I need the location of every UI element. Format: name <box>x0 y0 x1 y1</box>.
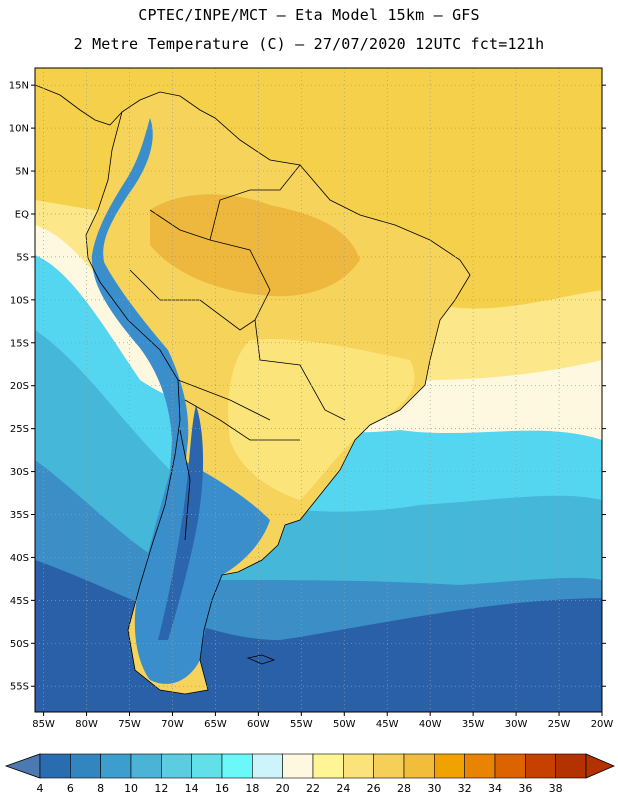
lon-label: 25W <box>548 719 571 730</box>
coastline-borders <box>35 84 471 695</box>
lat-label: 40S <box>10 553 29 564</box>
lat-label: 5N <box>15 167 29 178</box>
map-title-variable: 2 Metre Temperature (C) – 27/07/2020 12U… <box>73 35 545 53</box>
lon-label: 85W <box>32 719 55 730</box>
colorbar-swatch <box>130 753 162 779</box>
colorbar-swatch <box>494 753 526 779</box>
colorbar-label: 26 <box>367 782 381 795</box>
lon-label: 40W <box>419 719 442 730</box>
lat-label: EQ <box>15 209 29 220</box>
lat-label: 10N <box>9 124 29 135</box>
colorbar-label: 18 <box>245 782 259 795</box>
lat-label: 50S <box>10 639 29 650</box>
colorbar-label: 14 <box>185 782 199 795</box>
border-andean <box>129 209 271 421</box>
colorbar-label: 22 <box>306 782 320 795</box>
lat-label: 10S <box>10 295 29 306</box>
colorbar-label: 34 <box>488 782 502 795</box>
lon-label: 35W <box>462 719 485 730</box>
colorbar-swatch <box>100 753 132 779</box>
map-title-source: CPTEC/INPE/MCT – Eta Model 15km – GFS <box>138 6 480 24</box>
colorbar-label: 28 <box>397 782 411 795</box>
colorbar-label: 20 <box>276 782 290 795</box>
colorbar-swatch <box>555 753 587 779</box>
colorbar-label: 6 <box>67 782 74 795</box>
colorbar-swatch <box>464 753 496 779</box>
colorbar-under-arrow <box>4 753 41 779</box>
border-brazil <box>209 164 346 421</box>
map-axes: 15N 10N 5N EQ 5S 10S 15S 20S 25S 30S 35S 40S 45S 50S 5… <box>9 81 614 730</box>
colorbar-swatch <box>343 753 374 779</box>
colorbar-label: 24 <box>336 782 350 795</box>
colorbar-swatch <box>252 753 283 779</box>
lat-label: 55S <box>10 682 29 693</box>
lon-label: 55W <box>290 719 313 730</box>
lon-label: 65W <box>204 719 227 730</box>
colorbar-swatch <box>312 753 344 779</box>
colorbar-swatch <box>282 753 314 779</box>
colorbar-swatch <box>39 753 71 779</box>
colorbar-swatch <box>525 753 556 779</box>
island-falklands <box>246 654 276 665</box>
field-land-amazon <box>150 194 360 297</box>
lon-label: 70W <box>161 719 184 730</box>
lat-lon-grid <box>35 68 602 712</box>
colorbar-swatch <box>191 753 223 779</box>
lat-label: 25S <box>10 424 29 435</box>
colorbar-label: 10 <box>124 782 138 795</box>
colorbar-label: 4 <box>37 782 44 795</box>
colorbar-swatch <box>161 753 192 779</box>
lon-label: 50W <box>333 719 356 730</box>
colorbar-label: 30 <box>427 782 441 795</box>
colorbar-label: 16 <box>215 782 229 795</box>
colorbar-swatch <box>434 753 465 779</box>
temperature-field <box>35 68 602 712</box>
colorbar-label: 8 <box>97 782 104 795</box>
temperature-colorbar: 4 6 8 10 12 14 16 18 20 22 24 26 28 30 32 34 36 38 <box>4 753 616 795</box>
colorbar-label: 32 <box>458 782 472 795</box>
colorbar-swatch <box>403 753 435 779</box>
colorbar-label: 12 <box>154 782 168 795</box>
lat-label: 20S <box>10 381 29 392</box>
field-andes-high <box>158 405 204 640</box>
map-frame <box>34 67 603 713</box>
coastline-south-america <box>85 91 471 695</box>
field-andes <box>91 118 189 560</box>
lon-label: 60W <box>247 719 270 730</box>
coastline-central-america <box>35 84 123 126</box>
lat-label: 5S <box>16 252 29 263</box>
colorbar-swatch <box>70 753 101 779</box>
lon-label: 20W <box>591 719 614 730</box>
lon-label: 30W <box>505 719 528 730</box>
colorbar-over-arrow <box>585 753 616 779</box>
border-southern-cone <box>179 399 300 541</box>
lat-label: 30S <box>10 467 29 478</box>
colorbar-label: 38 <box>549 782 563 795</box>
lat-label: 15N <box>9 81 29 92</box>
lon-label: 75W <box>118 719 141 730</box>
colorbar-swatch <box>373 753 405 779</box>
lat-label: 15S <box>10 338 29 349</box>
lon-label: 80W <box>75 719 98 730</box>
field-land-south <box>228 339 415 500</box>
lon-label: 45W <box>376 719 399 730</box>
lat-label: 45S <box>10 596 29 607</box>
colorbar-label: 36 <box>518 782 532 795</box>
lat-label: 35S <box>10 510 29 521</box>
colorbar-swatch <box>221 753 253 779</box>
